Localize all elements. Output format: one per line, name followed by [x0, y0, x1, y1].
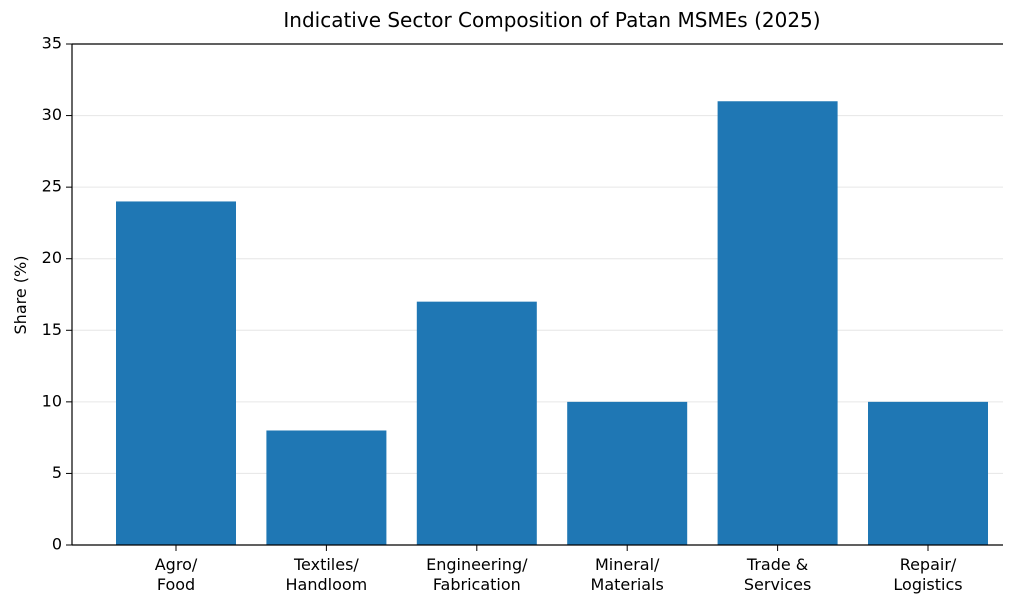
bar: [416, 301, 537, 545]
bar: [717, 101, 838, 545]
x-tick-label: Agro/Food: [155, 555, 198, 594]
x-tick-label-line: Engineering/: [426, 555, 528, 574]
x-tick-label-line: Repair/: [900, 555, 957, 574]
bar: [116, 201, 236, 545]
x-tick-label-line: Food: [157, 575, 195, 594]
y-tick-label: 30: [42, 105, 62, 124]
bar: [567, 401, 688, 545]
x-tick-label-line: Textiles/: [293, 555, 359, 574]
x-tick-label-line: Services: [744, 575, 811, 594]
x-tick-label-line: Agro/: [155, 555, 198, 574]
x-tick-label: Trade & Services: [744, 555, 811, 594]
y-axis-label: Share (%): [11, 256, 30, 335]
y-tick-label: 20: [42, 248, 62, 267]
y-tick-label: 10: [42, 391, 62, 410]
y-tick-label: 15: [42, 320, 62, 339]
y-tick-label: 25: [42, 177, 62, 196]
x-tick-label-line: Logistics: [893, 575, 962, 594]
x-tick-label: Engineering/Fabrication: [426, 555, 528, 594]
x-tick-label-line: Fabrication: [433, 575, 521, 594]
x-tick-label-line: Mineral/: [595, 555, 660, 574]
x-tick-label-line: Handloom: [286, 575, 368, 594]
x-tick-label-line: Trade &: [746, 555, 808, 574]
bar: [868, 401, 988, 545]
bar: [266, 430, 387, 545]
x-tick-label: Textiles/Handloom: [286, 555, 368, 594]
x-tick-label: Mineral/Materials: [591, 555, 664, 594]
y-tick-label: 0: [52, 535, 62, 554]
y-tick-label: 5: [52, 463, 62, 482]
x-tick-label: Repair/Logistics: [893, 555, 962, 594]
chart-title: Indicative Sector Composition of Patan M…: [283, 8, 820, 32]
y-tick-label: 35: [42, 34, 62, 53]
x-tick-label-line: Materials: [591, 575, 664, 594]
